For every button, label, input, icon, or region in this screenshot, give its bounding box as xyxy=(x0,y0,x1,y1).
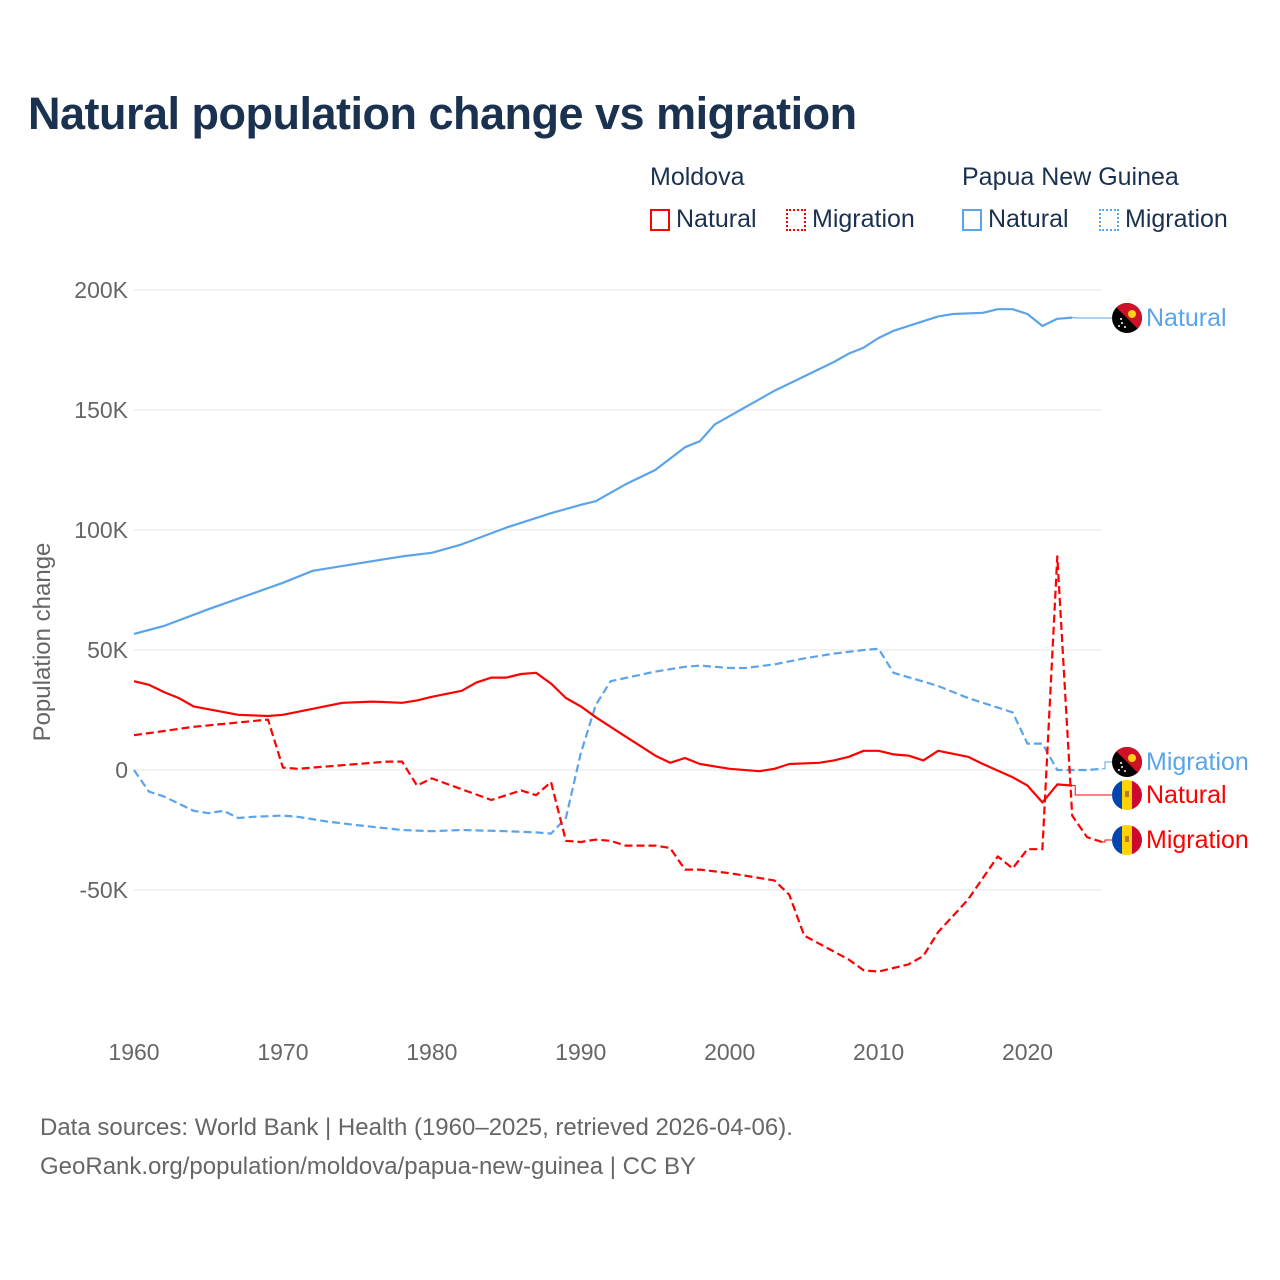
legend-group-moldova: Moldova xyxy=(650,163,745,191)
legend-label: Natural xyxy=(676,205,757,233)
x-tick-label: 2000 xyxy=(704,1039,755,1065)
x-tick-label: 1980 xyxy=(406,1039,457,1065)
solid-swatch-icon xyxy=(962,208,982,231)
chart-title: Natural population change vs migration xyxy=(28,88,857,139)
series-end-label: Natural xyxy=(1146,781,1227,809)
y-tick-label: 150K xyxy=(74,397,128,423)
dotted-swatch-icon xyxy=(1099,208,1119,231)
label-connector xyxy=(1072,785,1112,796)
legend-png-migration[interactable]: Migration xyxy=(1099,205,1228,234)
source-note: Data sources: World Bank | Health (1960–… xyxy=(40,1114,793,1141)
y-tick-label: 50K xyxy=(87,637,129,663)
dotted-swatch-icon xyxy=(786,208,806,231)
solid-swatch-icon xyxy=(650,208,670,231)
legend-moldova-migration[interactable]: Migration xyxy=(786,205,915,234)
moldova-flag-icon xyxy=(1112,780,1142,810)
x-tick-label: 2010 xyxy=(853,1039,904,1065)
png-flag-icon xyxy=(1112,303,1142,333)
label-connector xyxy=(1102,839,1112,843)
series-end-label: Migration xyxy=(1146,826,1249,854)
legend-png-natural[interactable]: Natural xyxy=(962,205,1069,234)
legend-label: Migration xyxy=(1125,205,1228,233)
y-tick-label: 100K xyxy=(74,517,128,543)
series-line-moldova-migration xyxy=(133,555,1103,973)
legend-moldova-natural[interactable]: Natural xyxy=(650,205,757,234)
series-end-label: Migration xyxy=(1146,748,1249,776)
y-tick-label: -50K xyxy=(79,877,128,903)
x-tick-label: 2020 xyxy=(1002,1039,1053,1065)
series-line-moldova-natural xyxy=(133,671,1073,804)
legend-label: Migration xyxy=(812,205,915,233)
source-link[interactable]: GeoRank.org/population/moldova/papua-new… xyxy=(40,1153,696,1180)
series-line-papua-new-guinea-natural xyxy=(133,308,1073,635)
y-axis-label: Population change xyxy=(29,543,56,742)
png-flag-icon xyxy=(1112,747,1142,777)
x-tick-label: 1960 xyxy=(108,1039,159,1065)
legend-label: Natural xyxy=(988,205,1069,233)
series-end-label: Natural xyxy=(1146,304,1227,332)
y-tick-label: 0 xyxy=(115,757,128,783)
y-tick-label: 200K xyxy=(74,277,128,303)
x-tick-label: 1970 xyxy=(257,1039,308,1065)
footer: Data sources: World Bank | Health (1960–… xyxy=(40,1108,793,1186)
legend-group-png: Papua New Guinea xyxy=(962,163,1179,191)
label-connector xyxy=(1102,761,1112,770)
x-tick-label: 1990 xyxy=(555,1039,606,1065)
moldova-flag-icon xyxy=(1112,825,1142,855)
series-line-papua-new-guinea-migration xyxy=(133,647,1103,835)
